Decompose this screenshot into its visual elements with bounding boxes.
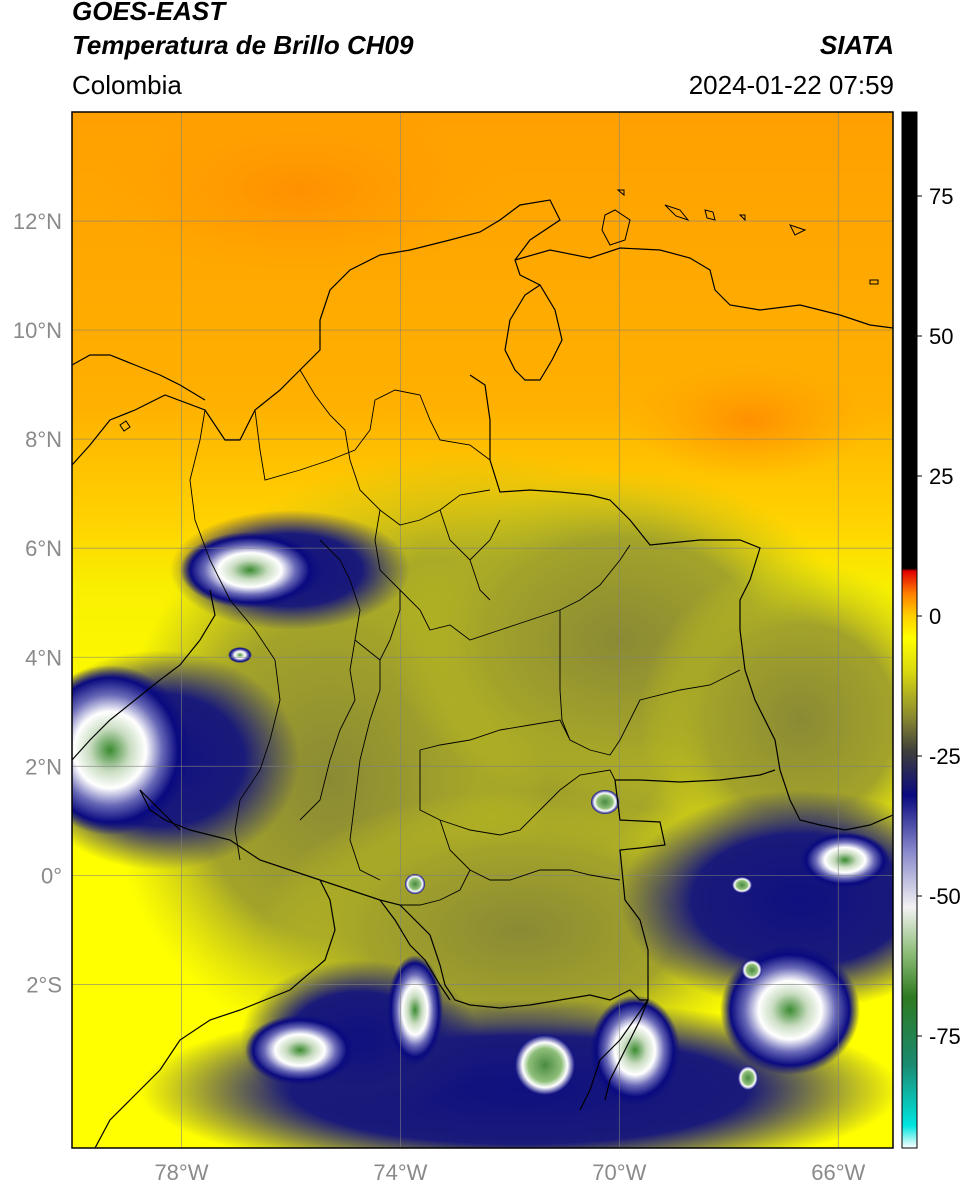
colorbar-tick-label: 25 bbox=[929, 464, 953, 489]
region-label: Colombia bbox=[72, 70, 182, 100]
islands bbox=[119, 189, 879, 432]
lat-tick-label: 8°N bbox=[25, 427, 62, 452]
agency-label: SIATA bbox=[819, 30, 894, 60]
lat-tick-label: 2°S bbox=[26, 972, 62, 997]
lon-tick-label: 70°W bbox=[592, 1160, 646, 1185]
latitude-labels: 12°N 10°N 8°N 6°N 4°N 2°N 0° 2°S bbox=[13, 209, 62, 997]
colorbar-tick-label: 75 bbox=[929, 184, 953, 209]
political-boundaries bbox=[72, 189, 893, 1148]
colorbar-scale bbox=[901, 111, 918, 1149]
colorbar: 75 50 25 0 -25 -50 -75 bbox=[901, 111, 961, 1149]
border-ecuador bbox=[94, 789, 336, 1148]
lon-tick-label: 78°W bbox=[154, 1160, 208, 1185]
department-boundaries bbox=[189, 369, 741, 906]
border-peru bbox=[379, 899, 649, 1111]
lat-tick-label: 6°N bbox=[25, 536, 62, 561]
lat-tick-label: 2°N bbox=[25, 754, 62, 779]
border-colombia-venezuela bbox=[469, 374, 893, 831]
satellite-title: GOES-EAST bbox=[72, 0, 226, 26]
lat-tick-label: 0° bbox=[41, 863, 62, 888]
graticule bbox=[72, 112, 893, 1148]
lat-tick-label: 12°N bbox=[13, 209, 62, 234]
datetime-label: 2024-01-22 07:59 bbox=[688, 70, 894, 100]
coastline-pacific bbox=[72, 354, 648, 1009]
colorbar-tick-label: -75 bbox=[929, 1024, 961, 1049]
satellite-imagery bbox=[72, 112, 893, 1148]
lat-tick-label: 10°N bbox=[13, 318, 62, 343]
colorbar-tick-label: -50 bbox=[929, 884, 961, 909]
lon-tick-label: 74°W bbox=[373, 1160, 427, 1185]
border-colombia-brazil bbox=[604, 769, 776, 1101]
colorbar-ticks: 75 50 25 0 -25 -50 -75 bbox=[917, 184, 961, 1049]
colorbar-tick-label: 50 bbox=[929, 324, 953, 349]
coastline-caribbean bbox=[72, 199, 563, 466]
colorbar-tick-label: -25 bbox=[929, 744, 961, 769]
lon-tick-label: 66°W bbox=[811, 1160, 865, 1185]
coastline-venezuela bbox=[514, 247, 893, 329]
colorbar-tick-label: 0 bbox=[929, 604, 941, 629]
map-frame bbox=[71, 111, 894, 1149]
product-title: Temperatura de Brillo CH09 bbox=[72, 30, 414, 60]
lat-tick-label: 4°N bbox=[25, 645, 62, 670]
longitude-labels: 78°W 74°W 70°W 66°W bbox=[154, 1160, 865, 1185]
